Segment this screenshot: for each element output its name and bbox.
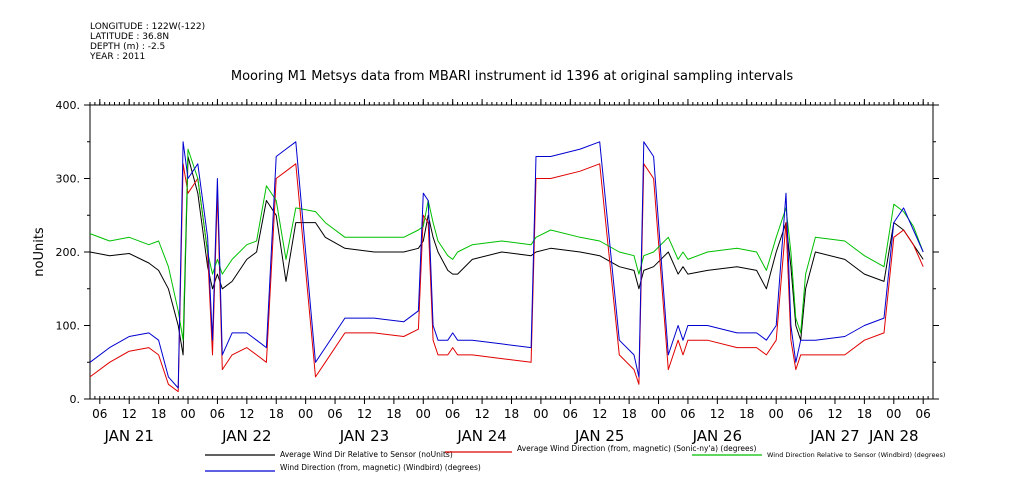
x-hour-label: 12 [710, 407, 725, 421]
x-day-label: JAN 27 [809, 427, 860, 445]
x-hour-label: 00 [651, 407, 666, 421]
y-axis-label: noUnits [32, 227, 47, 277]
x-day-label: JAN 23 [339, 427, 390, 445]
x-hour-label: 06 [445, 407, 460, 421]
latitude-label: LATITUDE : 36.8N [90, 32, 170, 42]
y-axis: 0. 100. 200. 300. 400. [56, 99, 939, 406]
y-tick-label: 300. [56, 173, 81, 186]
x-hour-label: 18 [739, 407, 754, 421]
x-hour-label: 06 [916, 407, 931, 421]
x-hour-label: 18 [504, 407, 519, 421]
series-line-3 [89, 148, 924, 341]
y-tick-label: 200. [56, 246, 81, 259]
x-hour-label: 06 [92, 407, 107, 421]
x-hour-label: 00 [416, 407, 431, 421]
x-hour-label: 12 [474, 407, 489, 421]
x-hour-label: 06 [798, 407, 813, 421]
x-axis: 06 12 18 00 06 12 18 00 06 12 18 00 06 12 18 00 06 12 18 00… [89, 99, 934, 445]
x-hour-label: 18 [269, 407, 284, 421]
legend-label-1: Average Wind Dir Relative to Sensor (noU… [280, 450, 453, 459]
x-hour-label: 12 [827, 407, 842, 421]
x-hour-label: 18 [151, 407, 166, 421]
x-day-label: JAN 26 [692, 427, 743, 445]
x-hour-label: 12 [357, 407, 372, 421]
x-hour-label: 06 [210, 407, 225, 421]
x-day-label: JAN 28 [868, 427, 919, 445]
y-tick-label: 0. [70, 393, 81, 406]
x-hour-label: 12 [122, 407, 137, 421]
legend: Average Wind Dir Relative to Sensor (noU… [205, 444, 945, 472]
series-layer [89, 141, 924, 393]
x-hour-label: 06 [327, 407, 342, 421]
x-hour-label: 00 [298, 407, 313, 421]
x-hour-label: 18 [857, 407, 872, 421]
x-day-label: JAN 22 [221, 427, 272, 445]
x-hour-label: 12 [239, 407, 254, 421]
year-label: YEAR : 2011 [90, 52, 146, 62]
x-day-label: JAN 25 [574, 427, 625, 445]
legend-label-4: Wind Direction (from, magnetic) (Windbir… [280, 463, 481, 472]
legend-label-3: Wind Direction Relative to Sensor (Windb… [767, 451, 945, 459]
series-line-4 [89, 141, 924, 389]
x-hour-label: 00 [180, 407, 195, 421]
x-hour-label: 06 [680, 407, 695, 421]
x-hour-label: 18 [386, 407, 401, 421]
x-hour-label: 00 [769, 407, 784, 421]
chart-title: Mooring M1 Metsys data from MBARI instru… [231, 69, 793, 84]
series-line-1 [89, 156, 924, 356]
x-hour-label: 06 [563, 407, 578, 421]
x-hour-label: 12 [592, 407, 607, 421]
legend-label-2: Average Wind Direction (from, magnetic) … [517, 444, 757, 453]
x-day-label: JAN 21 [103, 427, 154, 445]
x-hour-label: 00 [533, 407, 548, 421]
x-hour-label: 18 [621, 407, 636, 421]
x-day-label: JAN 24 [456, 427, 507, 445]
depth-label: DEPTH (m) : -2.5 [90, 42, 166, 52]
x-hour-label: 00 [886, 407, 901, 421]
longitude-label: LONGITUDE : 122W(-122) [90, 22, 206, 32]
series-line-2 [89, 163, 924, 393]
y-tick-label: 100. [56, 320, 81, 333]
y-tick-label: 400. [56, 99, 81, 112]
